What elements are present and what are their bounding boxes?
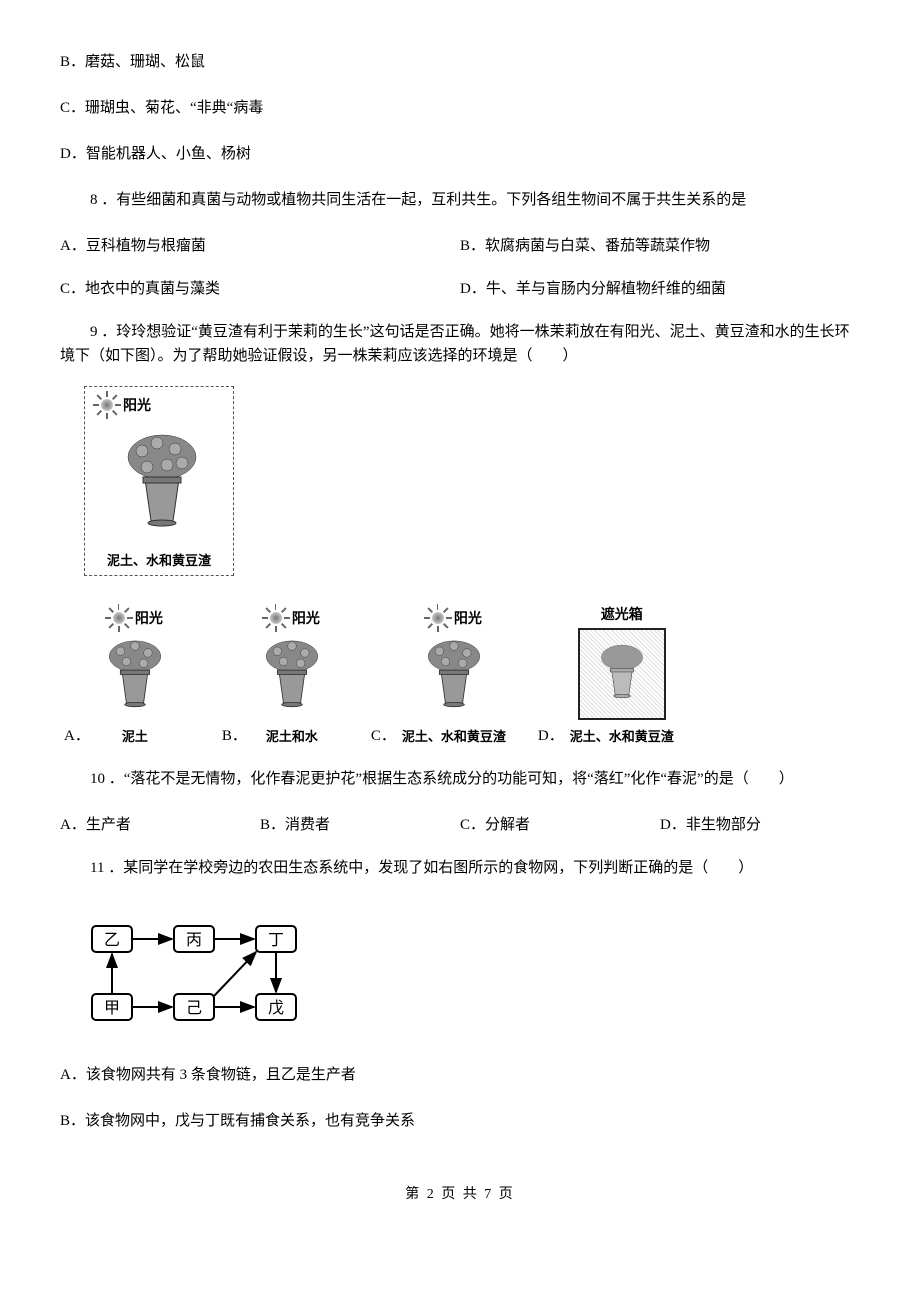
sun-label: 阳光 (292, 608, 320, 628)
q8-option-c: C．地衣中的真菌与藻类 (60, 277, 460, 298)
node-yi: 乙 (104, 932, 120, 949)
q11-stem: 11 ．某同学在学校旁边的农田生态系统中，发现了如右图所示的食物网，下列判断正确… (60, 856, 860, 880)
sun-icon (264, 606, 288, 630)
q9-stem: 9 ．玲玲想验证“黄豆渣有利于茉莉的生长”这句话是否正确。她将一株茉莉放在有阳光… (60, 320, 860, 368)
plant-icon (117, 425, 207, 545)
plant-icon (591, 638, 653, 710)
q9-optA-letter: A． (64, 724, 90, 745)
sun-label: 阳光 (135, 608, 163, 628)
q8-option-d: D．牛、羊与盲肠内分解植物纤维的细菌 (460, 277, 860, 298)
node-ding: 丁 (268, 932, 284, 949)
prev-option-c: C．珊瑚虫、菊花、“非典“病毒 (60, 96, 860, 120)
q9-main-diagram: 阳光 泥土、水和黄豆渣 (84, 386, 860, 576)
q9-options-row: A． 阳光 (60, 604, 860, 745)
q9-optB-caption: 泥土和水 (266, 726, 318, 745)
q10-option-d: D．非生物部分 (660, 813, 860, 834)
page-footer: 第 2 页 共 7 页 (60, 1183, 860, 1203)
q10-option-b: B．消费者 (260, 813, 460, 834)
q8-option-a: A．豆科植物与根瘤菌 (60, 234, 460, 255)
q9-optC-caption: 泥土、水和黄豆渣 (402, 726, 506, 745)
q8-stem: 8 ．有些细菌和真菌与动物或植物共同生活在一起，互利共生。下列各组生物间不属于共… (60, 188, 860, 212)
q9-optD-letter: D． (538, 724, 564, 745)
prev-option-d: D．智能机器人、小鱼、杨树 (60, 142, 860, 166)
plant-icon (96, 634, 174, 720)
sun-icon (95, 393, 119, 417)
q9-option-b: B． 阳光 (218, 606, 331, 745)
q9-option-c: C． 阳光 (367, 606, 506, 745)
q9-dashed-frame: 阳光 泥土、水和黄豆渣 (84, 386, 234, 576)
q9-option-d: D． 遮光箱 泥土、水和黄豆渣 (534, 604, 674, 745)
sun-group: 阳光 (95, 393, 151, 417)
q8-options-row1: A．豆科植物与根瘤菌 B．软腐病菌与白菜、番茄等蔬菜作物 (60, 234, 860, 255)
q11-option-b: B．该食物网中，戊与丁既有捕食关系，也有竞争关系 (60, 1109, 860, 1133)
q10-stem: 10 ．“落花不是无情物，化作春泥更护花”根据生态系统成分的功能可知，将“落红”… (60, 767, 860, 791)
sun-icon (426, 606, 450, 630)
plant-icon (253, 634, 331, 720)
q9-option-a: A． 阳光 (60, 606, 174, 745)
node-bing: 丙 (186, 932, 202, 949)
sun-icon (107, 606, 131, 630)
prev-option-b: B．磨菇、珊瑚、松鼠 (60, 50, 860, 74)
foodweb-diagram: 乙 丙 丁 甲 己 戊 (84, 916, 324, 1036)
plant-icon (415, 634, 493, 720)
node-jia: 甲 (104, 1000, 120, 1017)
sun-label: 阳光 (454, 608, 482, 628)
q9-main-caption: 泥土、水和黄豆渣 (85, 550, 233, 569)
q10-option-c: C．分解者 (460, 813, 660, 834)
q9-shade-title: 遮光箱 (601, 604, 643, 624)
q8-options-row2: C．地衣中的真菌与藻类 D．牛、羊与盲肠内分解植物纤维的细菌 (60, 277, 860, 298)
node-wu: 戊 (268, 999, 284, 1017)
shade-box-icon (578, 628, 666, 720)
q10-options: A．生产者 B．消费者 C．分解者 D．非生物部分 (60, 813, 860, 834)
node-ji: 己 (186, 1000, 202, 1017)
q9-optC-letter: C． (371, 724, 396, 745)
q8-option-b: B．软腐病菌与白菜、番茄等蔬菜作物 (460, 234, 860, 255)
q9-optB-letter: B． (222, 724, 247, 745)
q9-optA-caption: 泥土 (122, 726, 148, 745)
q11-option-a: A．该食物网共有 3 条食物链，且乙是生产者 (60, 1063, 860, 1087)
q9-optD-caption: 泥土、水和黄豆渣 (570, 726, 674, 745)
sun-label: 阳光 (123, 395, 151, 415)
q10-option-a: A．生产者 (60, 813, 260, 834)
